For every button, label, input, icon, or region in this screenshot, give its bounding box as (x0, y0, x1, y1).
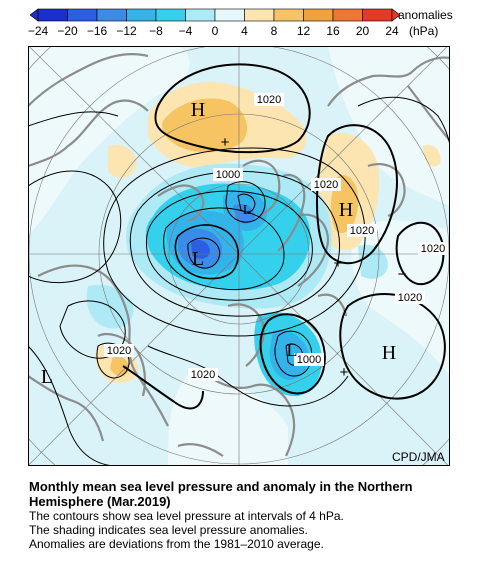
colorbar-tick-label: −20 (57, 24, 78, 38)
isobar-label: 1020 (191, 369, 215, 381)
caption-title-line: Monthly mean sea level pressure and anom… (29, 479, 413, 494)
low-pressure-label: L (287, 340, 298, 360)
positive-anomaly-area (110, 355, 129, 376)
anomaly-colorbar (30, 8, 400, 22)
isobar-label: 1020 (350, 225, 374, 237)
high-pressure-label: H (339, 199, 353, 221)
colorbar-segment (244, 8, 275, 22)
isobar-label: 1020 (257, 94, 281, 106)
legend-title: anomalies (398, 8, 453, 22)
colorbar-segment (362, 8, 393, 22)
high-pressure-label: H (382, 342, 396, 364)
colorbar-tick-label: −24 (27, 24, 49, 38)
colorbar-tick-label: 16 (326, 24, 340, 38)
colorbar-tick-label: −16 (86, 24, 108, 38)
colorbar-segment (155, 8, 186, 22)
negative-anomaly-area (358, 244, 388, 279)
caption: Monthly mean sea level pressure and anom… (29, 479, 469, 551)
colorbar-tick-label: 8 (270, 24, 278, 38)
low-pressure-label: L (41, 366, 53, 388)
colorbar-tick-label: 4 (241, 24, 248, 38)
low-pressure-label: L (192, 248, 204, 270)
neutral-area (28, 46, 190, 236)
caption-title-line: Hemisphere (Mar.2019) (29, 494, 171, 509)
colorbar-min-arrow (30, 8, 39, 22)
colorbar-ticks: −24 −20 −16 −12 −8 −4 0 4 8 12 16 20 24 (0, 24, 480, 42)
neutral-area (168, 376, 288, 466)
caption-line: The contours show sea level pressure at … (29, 509, 344, 523)
colorbar-segment (185, 8, 216, 22)
low-pressure-label: L (243, 203, 252, 218)
colorbar-tick-label: 0 (211, 24, 219, 38)
map-frame (28, 46, 450, 466)
colorbar-segment (96, 8, 127, 22)
anomaly-plus-marker: + (340, 364, 349, 381)
negative-anomaly-area (233, 204, 255, 224)
colorbar-tick-label: 24 (385, 24, 399, 38)
positive-anomaly-area (108, 144, 137, 178)
anomaly-plus-marker: + (221, 134, 230, 151)
caption-line: The shading indicates sea level pressure… (29, 523, 308, 537)
colorbar-segment (37, 8, 68, 22)
colorbar-segment (332, 8, 363, 22)
anomaly-minus-marker: − (398, 266, 407, 283)
isobar-label: 1000 (297, 354, 321, 366)
pressure-anomaly-map: 1020 1000 1020 1020 1020 1020 1000 1020 … (28, 46, 450, 466)
neutral-area (328, 46, 450, 206)
isobar-labels: 1020 1000 1020 1020 1020 1020 1000 1020 … (104, 93, 448, 381)
high-pressure-label: H (191, 99, 205, 121)
isobars (28, 63, 450, 466)
isobar-label: 1020 (107, 345, 131, 357)
isobar-label: 1000 (216, 169, 240, 181)
isobar-label: 1020 (398, 292, 422, 304)
map-credit: CPD/JMA (392, 450, 445, 464)
colorbar-tick-label: −12 (116, 24, 137, 38)
legend-unit: (hPa) (409, 24, 439, 38)
anomaly-plus-marker: + (334, 255, 343, 272)
coastlines (28, 52, 450, 457)
isobar-label: 1020 (314, 179, 338, 191)
colorbar-max-arrow (391, 8, 400, 22)
colorbar-tick-label: 20 (355, 24, 370, 38)
caption-line: Anomalies are deviations from the 1981–2… (29, 537, 324, 551)
colorbar-segment (273, 8, 304, 22)
caption-title: Monthly mean sea level pressure and anom… (29, 479, 469, 509)
isobar-label: 1020 (421, 243, 445, 255)
positive-anomaly-area (162, 98, 248, 153)
colorbar-tick-label: 12 (296, 24, 311, 38)
colorbar-tick-label: −4 (178, 24, 193, 38)
colorbar-segment (67, 8, 98, 22)
colorbar-segment (214, 8, 245, 22)
colorbar-tick-label: −8 (149, 24, 163, 38)
colorbar-segment (126, 8, 157, 22)
colorbar-segment (303, 8, 334, 22)
